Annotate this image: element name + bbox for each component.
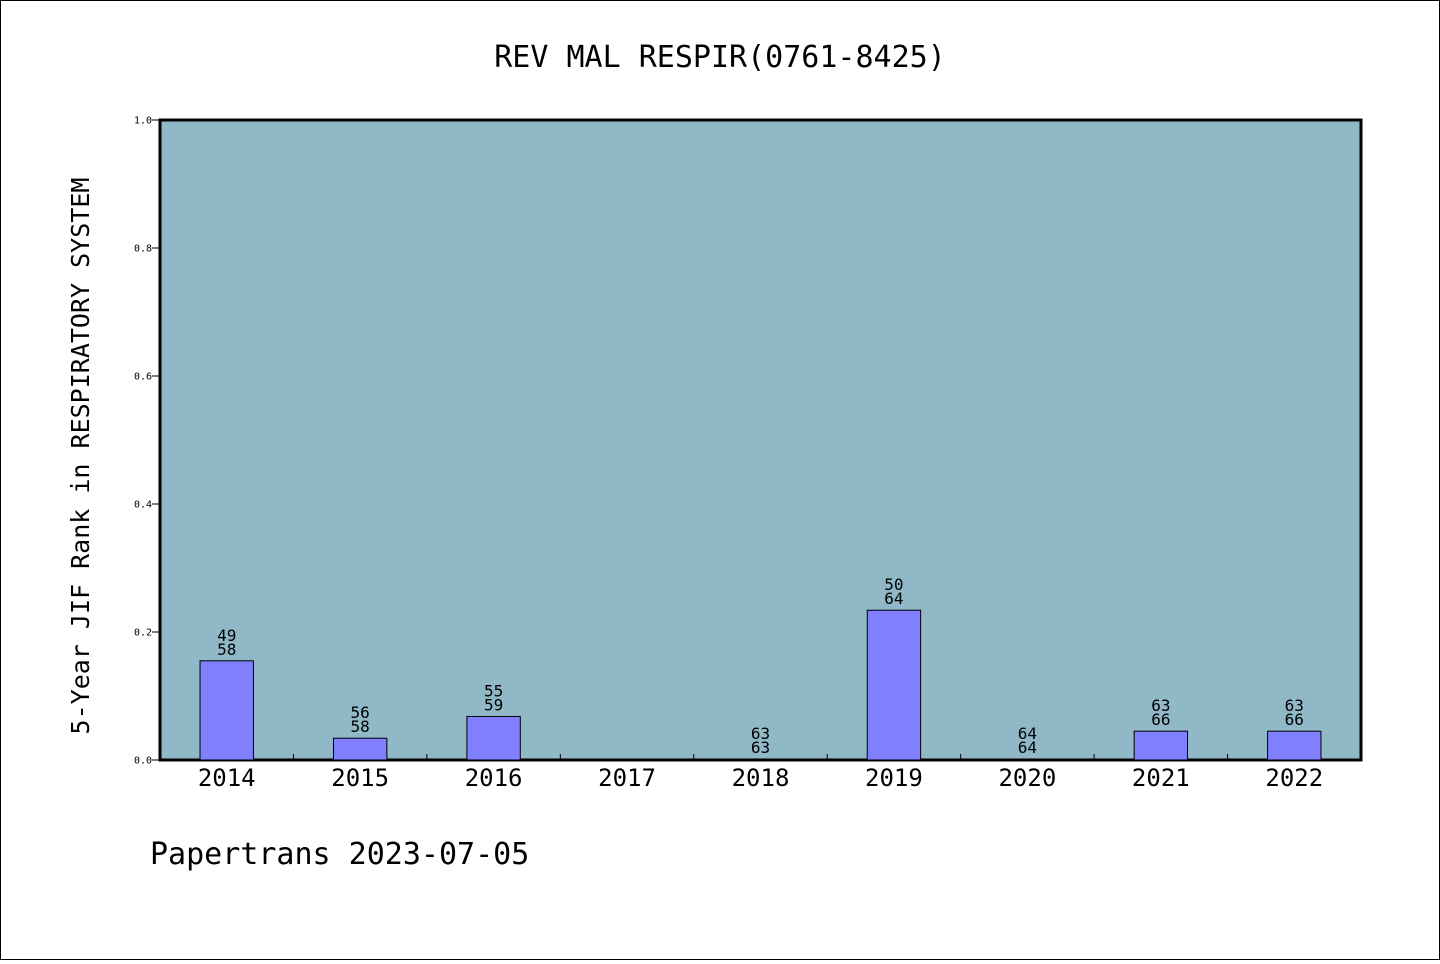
x-tick-label: 2017 bbox=[598, 764, 656, 792]
x-tick-label: 2020 bbox=[998, 764, 1056, 792]
bar-2014 bbox=[199, 660, 254, 761]
data-label-bottom: 64 bbox=[1018, 738, 1037, 757]
x-tick-label: 2022 bbox=[1265, 764, 1323, 792]
bar-2018 bbox=[733, 758, 788, 761]
x-tick-label: 2021 bbox=[1132, 764, 1190, 792]
data-label-top: 55 bbox=[484, 681, 503, 700]
data-label-top: 64 bbox=[1018, 724, 1037, 743]
bar-2022 bbox=[1267, 730, 1322, 761]
x-tick-label: 2015 bbox=[331, 764, 389, 792]
x-tick-label: 2018 bbox=[732, 764, 790, 792]
y-tick-label: 0.6 bbox=[134, 372, 152, 383]
data-label-bottom: 66 bbox=[1285, 710, 1304, 729]
x-tick-label: 2016 bbox=[465, 764, 523, 792]
y-tick-label: 0.2 bbox=[134, 628, 152, 639]
data-label-top: 63 bbox=[751, 724, 770, 743]
bar-2019 bbox=[866, 609, 922, 761]
x-tick-label: 2014 bbox=[198, 764, 256, 792]
data-label-bottom: 58 bbox=[217, 640, 236, 659]
plot-area bbox=[158, 118, 1363, 762]
data-label-bottom: 58 bbox=[351, 717, 370, 736]
bar-2016 bbox=[466, 715, 521, 761]
bar-2021 bbox=[1133, 730, 1189, 761]
y-tick-label: 0.0 bbox=[134, 756, 152, 767]
bar-2020 bbox=[1000, 758, 1055, 761]
y-axis-label: 5-Year JIF Rank in RESPIRATORY SYSTEM bbox=[66, 178, 95, 735]
y-tick-label: 0.4 bbox=[134, 500, 152, 511]
chart-title: REV MAL RESPIR(0761-8425) bbox=[494, 40, 946, 75]
data-label-bottom: 63 bbox=[751, 738, 770, 757]
data-label-top: 56 bbox=[351, 703, 370, 722]
data-label-top: 49 bbox=[217, 626, 236, 645]
bar-2015 bbox=[332, 737, 388, 761]
y-tick-label: 0.8 bbox=[134, 244, 152, 255]
footer-source-date: Papertrans 2023-07-05 bbox=[150, 837, 529, 872]
x-tick-label: 2019 bbox=[865, 764, 923, 792]
data-label-top: 63 bbox=[1285, 696, 1304, 715]
y-axis-ticks: 0.0 0.2 0.4 0.6 0.8 1.0 bbox=[134, 116, 160, 767]
x-axis-ticks: 2014 2015 2016 2017 2018 2019 2020 2021 2022 bbox=[198, 754, 1323, 792]
y-tick-label: 1.0 bbox=[134, 116, 152, 127]
data-label-top: 50 bbox=[884, 575, 903, 594]
data-label-top: 63 bbox=[1151, 696, 1170, 715]
data-label-bottom: 66 bbox=[1151, 710, 1170, 729]
data-label-bottom: 59 bbox=[484, 695, 503, 714]
data-label-bottom: 64 bbox=[884, 589, 903, 608]
